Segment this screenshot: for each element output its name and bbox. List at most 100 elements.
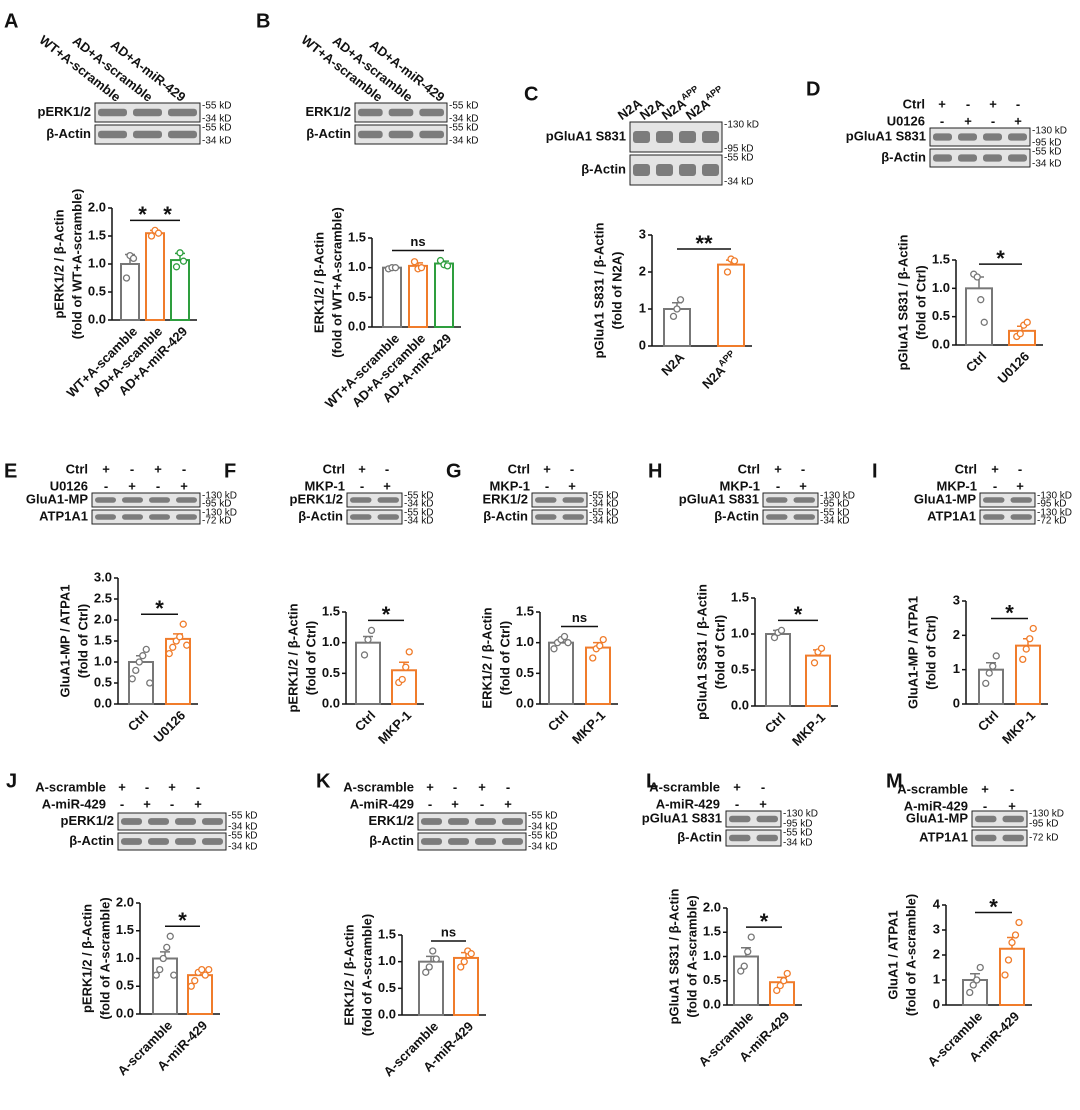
blot-name: pERK1/2 — [38, 104, 91, 119]
data-point — [432, 955, 440, 963]
y-tick-label: 1.5 — [348, 229, 366, 244]
blot-name: β-Actin — [306, 126, 351, 141]
blot-image — [531, 509, 588, 525]
blot-image — [979, 492, 1036, 508]
y-axis-label: pERK1/2 / β-Actin — [285, 603, 300, 712]
y-axis-label: ERK1/2 / β-Actin — [341, 924, 356, 1025]
panel-letter: K — [316, 770, 331, 792]
significance-label: * — [155, 596, 164, 621]
lane-row-name: Ctrl — [323, 461, 345, 476]
blot-image — [117, 812, 227, 831]
blot-band — [766, 514, 788, 520]
lane-sign: - — [1016, 96, 1020, 111]
blot-band — [562, 497, 584, 503]
blot-band — [148, 838, 169, 845]
data-point — [723, 268, 732, 276]
y-tick-label: 0.0 — [703, 996, 721, 1011]
y-axis-label: (fold of Ctrl) — [913, 265, 928, 339]
blot-image — [346, 509, 403, 525]
x-tick-label: MKP-1 — [375, 708, 414, 747]
panel-letter: H — [648, 460, 662, 482]
data-point — [989, 662, 997, 670]
lane-sign: - — [940, 113, 944, 128]
x-tick-label: MKP-1 — [789, 710, 828, 749]
data-point — [443, 262, 452, 270]
blot-band — [388, 108, 414, 117]
kd-marker: -130 kD — [202, 508, 237, 519]
blot-band — [679, 131, 696, 143]
blot-band — [122, 497, 143, 503]
data-point — [770, 633, 779, 642]
y-tick-label: 2.0 — [88, 199, 106, 214]
y-tick-label: 0.0 — [348, 318, 366, 333]
y-tick-label: 0.5 — [932, 308, 950, 323]
lane-sign: + — [543, 461, 551, 476]
y-tick-label: 0 — [639, 337, 646, 352]
y-tick-label: 0.5 — [378, 980, 396, 995]
data-point — [1008, 938, 1016, 947]
data-point — [550, 645, 558, 653]
panel-letter: I — [872, 460, 878, 482]
x-tick-label-main: MKP-1 — [789, 710, 828, 749]
significance-label: ns — [441, 924, 456, 939]
lane-row-name: MKP-1 — [305, 478, 345, 493]
lane-row-name: A-miR-429 — [904, 798, 968, 813]
lane-sign: - — [385, 461, 389, 476]
data-point — [669, 312, 678, 321]
data-point — [976, 963, 984, 972]
data-point — [810, 659, 819, 667]
y-tick-label: 1.5 — [731, 589, 749, 604]
y-tick-label: 1.0 — [88, 255, 106, 270]
blot-name: β-Actin — [881, 149, 926, 164]
blot-band — [633, 131, 650, 143]
lane-sign: + — [358, 461, 366, 476]
lane-row-name: Ctrl — [738, 461, 760, 476]
lane-row-name: MKP-1 — [490, 478, 530, 493]
blot-name: GluA1-MP — [26, 491, 88, 506]
y-tick-label: 0.0 — [116, 1005, 134, 1020]
blot-band — [656, 131, 673, 143]
significance-label: * — [382, 602, 391, 627]
lane-sign: - — [966, 96, 970, 111]
lane-sign: + — [759, 796, 767, 811]
y-tick-label: 0 — [953, 695, 960, 710]
lane-sign: - — [360, 478, 364, 493]
kd-marker: -34 kD — [449, 114, 478, 125]
kd-marker: -95 kD — [820, 499, 849, 510]
y-tick-label: 1.0 — [378, 953, 396, 968]
blot-name: pERK1/2 — [61, 813, 114, 828]
significance-label: * — [996, 246, 1005, 271]
bar — [152, 957, 178, 1015]
significance-label: * — [178, 908, 187, 933]
blot-band — [1010, 514, 1032, 520]
y-tick-label: 1.0 — [703, 948, 721, 963]
lane-sign: + — [168, 779, 176, 794]
kd-marker: -95 kD — [724, 144, 753, 155]
lane-sign: + — [504, 796, 512, 811]
panel-letter: F — [224, 460, 236, 482]
blot-image — [971, 829, 1028, 847]
y-axis-label: pGluA1 S831 / β-Actin — [895, 235, 910, 371]
kd-marker: -130 kD — [783, 809, 818, 820]
kd-marker: -55 kD — [404, 491, 433, 502]
significance-label: * — [163, 202, 172, 227]
data-point — [179, 257, 188, 265]
lane-sign: + — [964, 113, 972, 128]
x-tick-label: MKP-1 — [999, 708, 1038, 747]
y-tick-label: 0.0 — [322, 695, 340, 710]
data-point — [1001, 971, 1009, 979]
y-tick-label: 3 — [953, 592, 960, 607]
blot-name: β-Actin — [369, 833, 414, 848]
data-point — [142, 645, 150, 654]
data-point — [176, 249, 184, 257]
x-tick-label: U0126 — [995, 349, 1033, 387]
blot-band — [729, 815, 751, 823]
blot-band — [983, 514, 1005, 520]
kd-marker: -95 kD — [202, 499, 231, 510]
kd-marker: -55 kD — [783, 828, 812, 839]
data-point — [1022, 645, 1030, 653]
data-point — [980, 318, 988, 326]
y-axis-label: GluA1 / ATPA1 — [885, 910, 900, 999]
y-tick-label: 1.5 — [116, 922, 134, 937]
data-point — [589, 654, 597, 662]
